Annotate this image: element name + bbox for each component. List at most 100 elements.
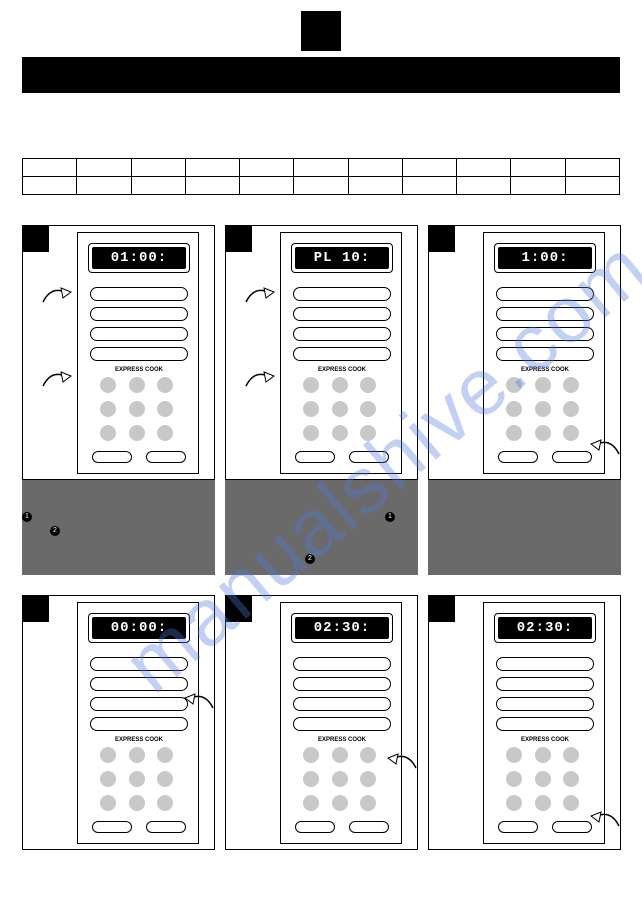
start-button[interactable] [146,451,186,463]
keypad-key[interactable] [157,401,173,417]
function-button[interactable] [496,697,594,711]
keypad-key[interactable] [535,747,551,763]
start-button[interactable] [146,821,186,833]
keypad-key[interactable] [535,795,551,811]
function-button[interactable] [90,717,188,731]
keypad-key[interactable] [506,795,522,811]
keypad-key[interactable] [332,425,348,441]
keypad-key[interactable] [360,377,376,393]
keypad-key[interactable] [506,401,522,417]
keypad-key[interactable] [535,425,551,441]
keypad-key[interactable] [535,771,551,787]
function-button[interactable] [293,677,391,691]
table-cell [77,159,131,177]
panel-group: PL 10:EXPRESS COOK 12 [225,225,418,575]
keypad-key[interactable] [563,377,579,393]
panel-group: 01:00:EXPRESS COOK 12 [22,225,215,575]
function-button[interactable] [496,347,594,361]
keypad-key[interactable] [157,771,173,787]
keypad-key[interactable] [157,377,173,393]
function-button[interactable] [293,307,391,321]
function-button[interactable] [90,307,188,321]
keypad-key[interactable] [129,771,145,787]
function-button[interactable] [293,287,391,301]
keypad-key[interactable] [100,795,116,811]
function-button[interactable] [293,657,391,671]
keypad-key[interactable] [303,795,319,811]
start-button[interactable] [552,821,592,833]
keypad-key[interactable] [535,401,551,417]
stop-button[interactable] [92,821,132,833]
function-button[interactable] [496,307,594,321]
keypad-key[interactable] [563,795,579,811]
keypad-key[interactable] [506,425,522,441]
step-number-box [226,596,252,622]
keypad-key[interactable] [332,377,348,393]
keypad-key[interactable] [129,747,145,763]
keypad-key[interactable] [129,795,145,811]
keypad-key[interactable] [100,425,116,441]
start-button[interactable] [349,451,389,463]
express-cook-label: EXPRESS COOK [90,737,188,743]
keypad-key[interactable] [506,771,522,787]
function-button[interactable] [496,327,594,341]
keypad-key[interactable] [157,425,173,441]
keypad-key[interactable] [303,401,319,417]
pointer-arrow-icon [244,282,278,306]
caption-bullet: 1 [385,512,395,522]
function-button[interactable] [90,677,188,691]
keypad-key[interactable] [563,425,579,441]
keypad-key[interactable] [129,377,145,393]
function-button[interactable] [90,287,188,301]
keypad-key[interactable] [129,425,145,441]
start-button[interactable] [349,821,389,833]
function-button[interactable] [90,327,188,341]
keypad-key[interactable] [563,747,579,763]
display-frame: 02:30: [494,613,596,643]
keypad-key[interactable] [332,747,348,763]
function-button[interactable] [293,347,391,361]
keypad-key[interactable] [303,377,319,393]
keypad-key[interactable] [563,771,579,787]
keypad-key[interactable] [157,795,173,811]
stop-button[interactable] [498,451,538,463]
microwave-control-panel: 02:30:EXPRESS COOK [483,602,605,844]
keypad-key[interactable] [360,747,376,763]
function-button[interactable] [293,327,391,341]
keypad-key[interactable] [100,377,116,393]
function-button[interactable] [496,717,594,731]
function-button[interactable] [496,677,594,691]
stop-button[interactable] [295,821,335,833]
function-button[interactable] [90,697,188,711]
start-button[interactable] [552,451,592,463]
keypad-key[interactable] [360,771,376,787]
keypad-key[interactable] [332,795,348,811]
keypad-key[interactable] [100,401,116,417]
keypad-key[interactable] [129,401,145,417]
keypad-key[interactable] [535,377,551,393]
keypad-key[interactable] [332,771,348,787]
keypad-key[interactable] [360,795,376,811]
keypad-key[interactable] [157,747,173,763]
keypad-key[interactable] [100,747,116,763]
keypad-key[interactable] [360,401,376,417]
function-button[interactable] [90,657,188,671]
stop-button[interactable] [92,451,132,463]
function-button[interactable] [496,287,594,301]
keypad-key[interactable] [100,771,116,787]
keypad-key[interactable] [303,425,319,441]
stop-button[interactable] [295,451,335,463]
stop-button[interactable] [498,821,538,833]
keypad-key[interactable] [332,401,348,417]
keypad-key[interactable] [563,401,579,417]
table-cell [565,177,619,195]
keypad-key[interactable] [506,377,522,393]
keypad-key[interactable] [303,771,319,787]
function-button[interactable] [90,347,188,361]
keypad-key[interactable] [303,747,319,763]
function-button[interactable] [293,697,391,711]
keypad-key[interactable] [506,747,522,763]
function-button[interactable] [496,657,594,671]
keypad-key[interactable] [360,425,376,441]
function-button[interactable] [293,717,391,731]
